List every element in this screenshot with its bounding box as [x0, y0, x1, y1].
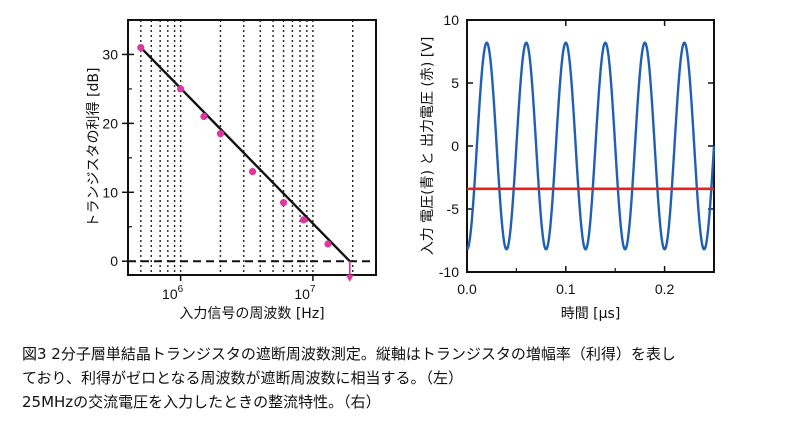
x-tick-label: 106 — [162, 284, 184, 302]
gain-x-axis-label: 入力信号の周波数 [Hz] — [179, 306, 324, 322]
y-tick-label: -5 — [447, 201, 460, 217]
gain-data-point — [137, 43, 145, 52]
gain-data-point — [299, 216, 308, 224]
gain-fit-line — [139, 46, 351, 263]
gain-data-point — [324, 240, 332, 248]
gain-chart: 0 10 20 30 106 107 入力信号の周波数 [Hz] トランジスタの利得 [dB] — [85, 19, 377, 322]
voltage-x-axis-label: 時間 [μs] — [561, 306, 621, 322]
y-tick-label: 5 — [451, 75, 459, 91]
y-tick-label: 30 — [102, 46, 118, 62]
gain-y-axis-label: トランジスタの利得 [dB] — [85, 68, 102, 228]
x-tick-label: 107 — [294, 284, 316, 302]
x-tick-label: 0.1 — [556, 281, 576, 297]
x-tick-label: 0.0 — [457, 281, 477, 297]
y-tick-label: 20 — [102, 115, 118, 131]
caption-line-2: ており、利得がゼロとなる周波数が遮断周波数に相当する。（左） — [22, 369, 464, 387]
rectification-chart: 10 5 0 -5 -100.0 0.1 0.2 時間 [μs] 入力 電圧(青) と 出力電圧… — [420, 12, 716, 322]
y-tick-label: 10 — [443, 12, 459, 28]
gain-plot-frame — [127, 19, 377, 276]
gain-data-point — [248, 168, 257, 176]
y-tick-label: 0 — [110, 253, 118, 269]
gain-data-point — [216, 130, 225, 138]
caption-line-1: 図3 2分子層単結晶トランジスタの遮断周波数測定。縦軸はトランジスタの増幅率（利… — [22, 345, 676, 363]
cutoff-arrow-head — [345, 274, 354, 282]
x-tick-label: 0.2 — [655, 281, 675, 297]
gain-data-point — [279, 199, 288, 207]
y-tick-label: -10 — [439, 264, 459, 280]
input-voltage-wave — [466, 41, 716, 251]
gain-data-point — [200, 112, 208, 121]
y-tick-label: 10 — [102, 184, 118, 200]
gain-data-point — [177, 85, 185, 93]
y-tick-label: 0 — [451, 138, 459, 154]
figure-caption: 図3 2分子層単結晶トランジスタの遮断周波数測定。縦軸はトランジスタの増幅率（利… — [22, 342, 792, 414]
voltage-y-axis-label: 入力 電圧(青) と 出力電圧 (赤) [V] — [420, 37, 436, 256]
caption-line-3: 25MHzの交流電圧を入力したときの整流特性。（右） — [22, 393, 381, 411]
